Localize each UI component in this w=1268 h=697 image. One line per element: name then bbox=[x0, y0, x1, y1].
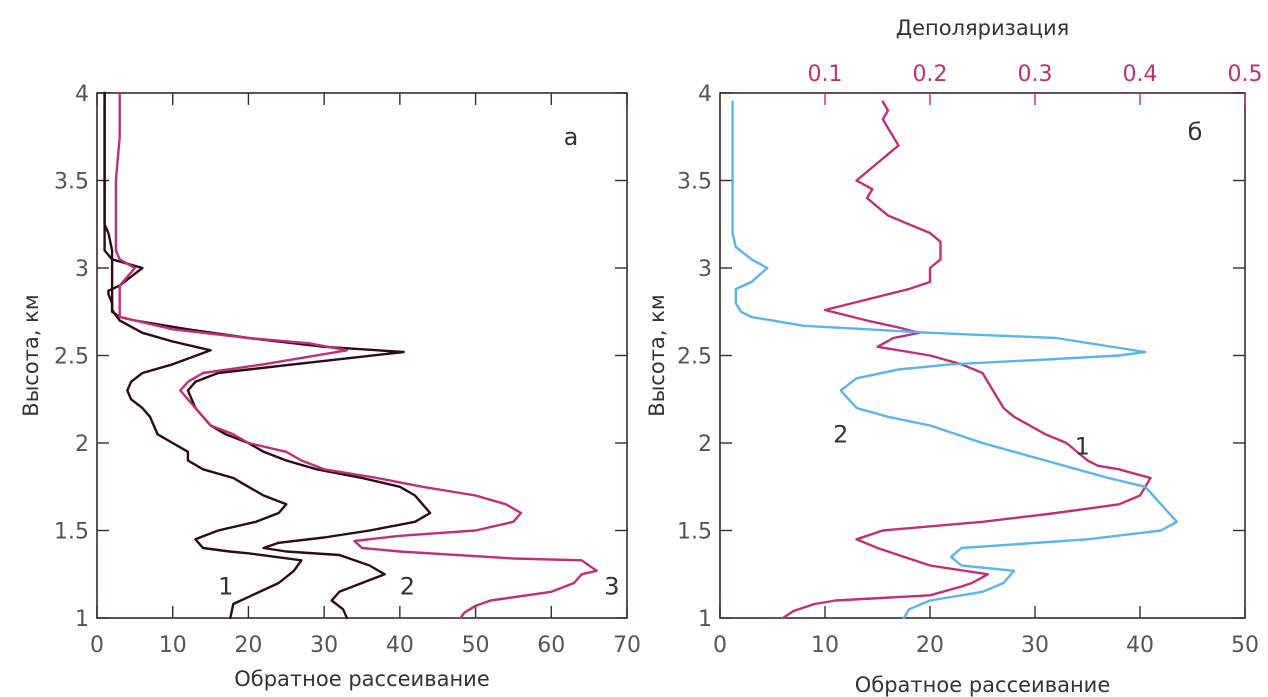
y-tick-label: 1 bbox=[698, 607, 712, 632]
y-tick-label: 3.5 bbox=[54, 170, 89, 195]
x-tick-label: 0 bbox=[90, 633, 104, 658]
y-axis-title: Высота, км bbox=[645, 294, 669, 416]
y-tick-label: 2 bbox=[698, 432, 712, 457]
y-tick-label: 2 bbox=[75, 432, 89, 457]
x-axis-title: Обратное рассеивание bbox=[234, 667, 490, 691]
y-tick-label: 4 bbox=[698, 82, 712, 107]
series-line-1 bbox=[781, 100, 1152, 620]
curve-label-3: 3 bbox=[604, 573, 619, 601]
curve-label-2: 2 bbox=[833, 420, 848, 448]
curve-label-1: 1 bbox=[218, 573, 233, 601]
x-tick-label: 40 bbox=[386, 633, 414, 658]
curve-label-1: 1 bbox=[1075, 433, 1090, 461]
x-tick-label: 10 bbox=[811, 633, 839, 658]
y-tick-label: 1.5 bbox=[54, 520, 89, 545]
x-tick-label: 60 bbox=[537, 633, 565, 658]
y-tick-label: 3 bbox=[75, 257, 89, 282]
x-tick-label: 30 bbox=[1021, 633, 1049, 658]
x-tick-label: 30 bbox=[310, 633, 338, 658]
x2-tick-label: 0.5 bbox=[1228, 62, 1263, 87]
x-axis-title: Обратное рассеивание bbox=[855, 673, 1111, 697]
x-tick-label: 50 bbox=[1231, 633, 1259, 658]
x2-tick-label: 0.4 bbox=[1123, 62, 1158, 87]
y-tick-label: 2.5 bbox=[54, 345, 89, 370]
y-tick-label: 1 bbox=[75, 607, 89, 632]
x-tick-label: 20 bbox=[916, 633, 944, 658]
x-tick-label: 0 bbox=[713, 633, 727, 658]
y-axis-title: Высота, км bbox=[19, 294, 43, 416]
x-tick-label: 20 bbox=[234, 633, 262, 658]
y-tick-label: 3.5 bbox=[677, 170, 712, 195]
series-line-3 bbox=[114, 91, 598, 620]
x-tick-label: 10 bbox=[159, 633, 187, 658]
y-tick-label: 3 bbox=[698, 257, 712, 282]
y-tick-label: 1.5 bbox=[677, 520, 712, 545]
series-line-1 bbox=[103, 91, 303, 620]
x-tick-label: 70 bbox=[613, 633, 641, 658]
panel-letter: б bbox=[1188, 118, 1203, 146]
x2-tick-label: 0.3 bbox=[1018, 62, 1053, 87]
panel-b: 0 10 20 30 40 50 1 1.5 2 2.5 3 3.5 4 0.1 0.2 0.3 0.4 0.5 Д… bbox=[645, 16, 1263, 697]
x2-tick-label: 0.2 bbox=[913, 62, 948, 87]
x-tick-label: 40 bbox=[1126, 633, 1154, 658]
x2-tick-label: 0.1 bbox=[808, 62, 843, 87]
panel-letter: а bbox=[564, 123, 579, 151]
x2-axis-title: Деполяризация bbox=[896, 16, 1070, 40]
curve-label-2: 2 bbox=[400, 573, 415, 601]
series-line-2 bbox=[731, 100, 1178, 620]
plot-frame bbox=[719, 92, 1246, 619]
panel-a: 0 10 20 30 40 50 60 70 1 1.5 2 2.5 3 3.5 4 Обратное рас… bbox=[19, 82, 641, 691]
y-tick-label: 4 bbox=[75, 82, 89, 107]
x-tick-label: 50 bbox=[462, 633, 490, 658]
series-line-2 bbox=[103, 91, 432, 620]
y-tick-label: 2.5 bbox=[677, 345, 712, 370]
